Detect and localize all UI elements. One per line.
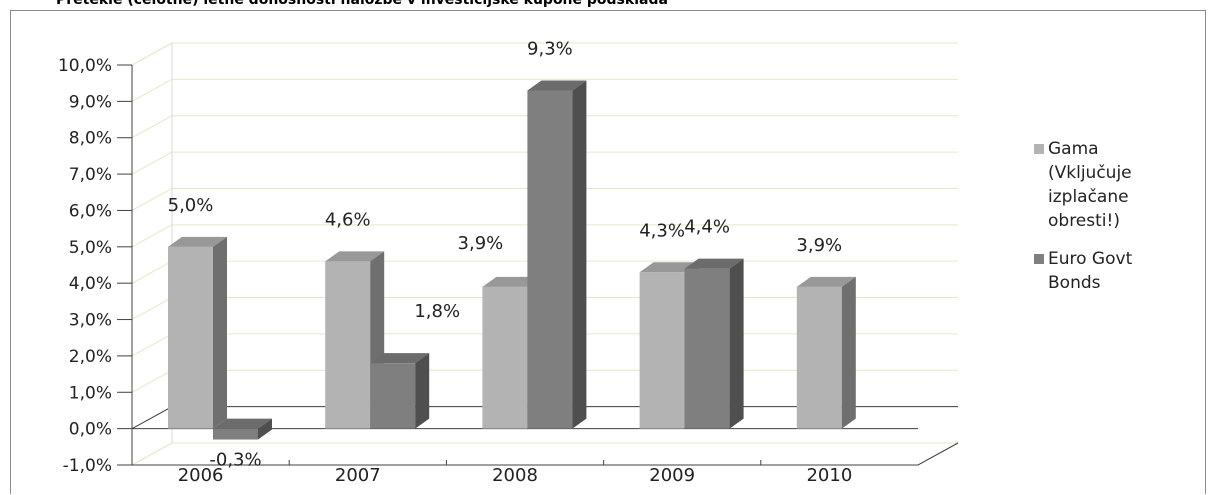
y-tick-label: 2,0% — [69, 347, 112, 367]
legend-swatch — [1034, 254, 1044, 264]
bar-side — [415, 353, 430, 429]
data-label: 4,6% — [325, 209, 371, 230]
bar-front — [639, 272, 685, 429]
y-tick-label: 7,0% — [69, 165, 112, 185]
gridline-wall — [131, 42, 173, 66]
legend-item-text: Gama — [1048, 139, 1099, 159]
bar-front — [527, 90, 573, 429]
bar-side — [729, 258, 744, 429]
bar-top — [639, 262, 699, 273]
chart-title: Pretekle (celotne) letne donosnosti nalo… — [56, 0, 668, 8]
bar-side — [258, 418, 272, 440]
bar-top — [325, 251, 385, 262]
legend-item-text: (Vključuje — [1048, 163, 1132, 183]
x-tick-label: 2008 — [492, 465, 538, 486]
y-tick-label: 6,0% — [69, 201, 112, 221]
x-tick-label: 2006 — [178, 465, 224, 486]
x-tick-label: 2007 — [335, 465, 381, 486]
gridline-wall — [131, 224, 173, 248]
legend-item-text: obresti!) — [1048, 211, 1120, 231]
bar-top — [527, 80, 587, 91]
gridline-wall — [131, 442, 173, 466]
bar-2006-series-0 — [168, 236, 227, 429]
bar-side — [213, 236, 227, 429]
data-label: 1,8% — [414, 301, 460, 322]
bar-front — [370, 363, 416, 429]
data-label: 3,9% — [458, 233, 504, 254]
y-tick-label: 3,0% — [69, 311, 112, 331]
bar-2007-series-0 — [325, 251, 385, 429]
bar-2006-series-1 — [213, 418, 272, 440]
legend-swatch — [1034, 144, 1044, 154]
y-tick-label: 5,0% — [69, 238, 112, 258]
bar-2008-series-1 — [527, 80, 587, 429]
data-label: 9,3% — [527, 38, 573, 59]
data-label: 4,4% — [684, 217, 730, 238]
bar-top — [796, 276, 856, 287]
y-tick-label: -1,0% — [63, 456, 112, 476]
data-label: 4,3% — [639, 220, 685, 241]
legend-item-text: izplačane — [1048, 187, 1129, 207]
bar-side — [572, 80, 587, 429]
data-label: -0,3% — [209, 450, 261, 471]
x-tick-label: 2009 — [649, 465, 695, 486]
label-layer: 5,0% -0,3% 4,6% 1,8% 3,9% 9,3% 4,3% 4,4% 3,9% — [168, 38, 843, 470]
gridline-wall — [131, 188, 173, 211]
bar-front — [796, 286, 842, 429]
y-tick-label: 4,0% — [69, 274, 112, 294]
gridline-wall — [131, 260, 173, 284]
gridline-wall — [131, 369, 173, 393]
bar-top — [168, 236, 227, 247]
gridline-wall — [131, 78, 173, 102]
y-tick-label: 8,0% — [69, 129, 112, 149]
bar-top — [684, 258, 744, 269]
chart-frame — [10, 10, 1206, 494]
gridline-wall — [131, 297, 173, 320]
x-tick-label: 2010 — [806, 465, 852, 486]
gridline-wall — [131, 115, 173, 139]
bar-2010-series-0 — [796, 276, 856, 429]
legend-item-text: Bonds — [1048, 273, 1101, 293]
data-label: 3,9% — [796, 235, 842, 256]
floor-edge — [132, 442, 959, 466]
y-tick-label: 0,0% — [69, 420, 112, 440]
bar-front — [213, 428, 258, 440]
y-tick-label: 9,0% — [69, 92, 112, 112]
y-tick-label: 10,0% — [58, 56, 112, 76]
bar-front — [325, 261, 371, 429]
gridline-wall — [131, 333, 173, 357]
gridline-wall — [131, 151, 173, 175]
bar-front — [482, 286, 528, 429]
bar-layer — [168, 80, 856, 440]
bar-side — [841, 276, 856, 429]
legend-item-text: Euro Govt — [1048, 249, 1133, 269]
bar-front — [168, 246, 213, 429]
bar-2007-series-1 — [370, 353, 430, 429]
bar-2009-series-1 — [684, 258, 744, 429]
bar-front — [684, 268, 730, 429]
bar-top — [482, 276, 542, 287]
y-tick-label: 1,0% — [69, 383, 112, 403]
bar-top — [370, 353, 430, 364]
bar-top — [213, 418, 272, 429]
data-label: 5,0% — [168, 195, 214, 216]
